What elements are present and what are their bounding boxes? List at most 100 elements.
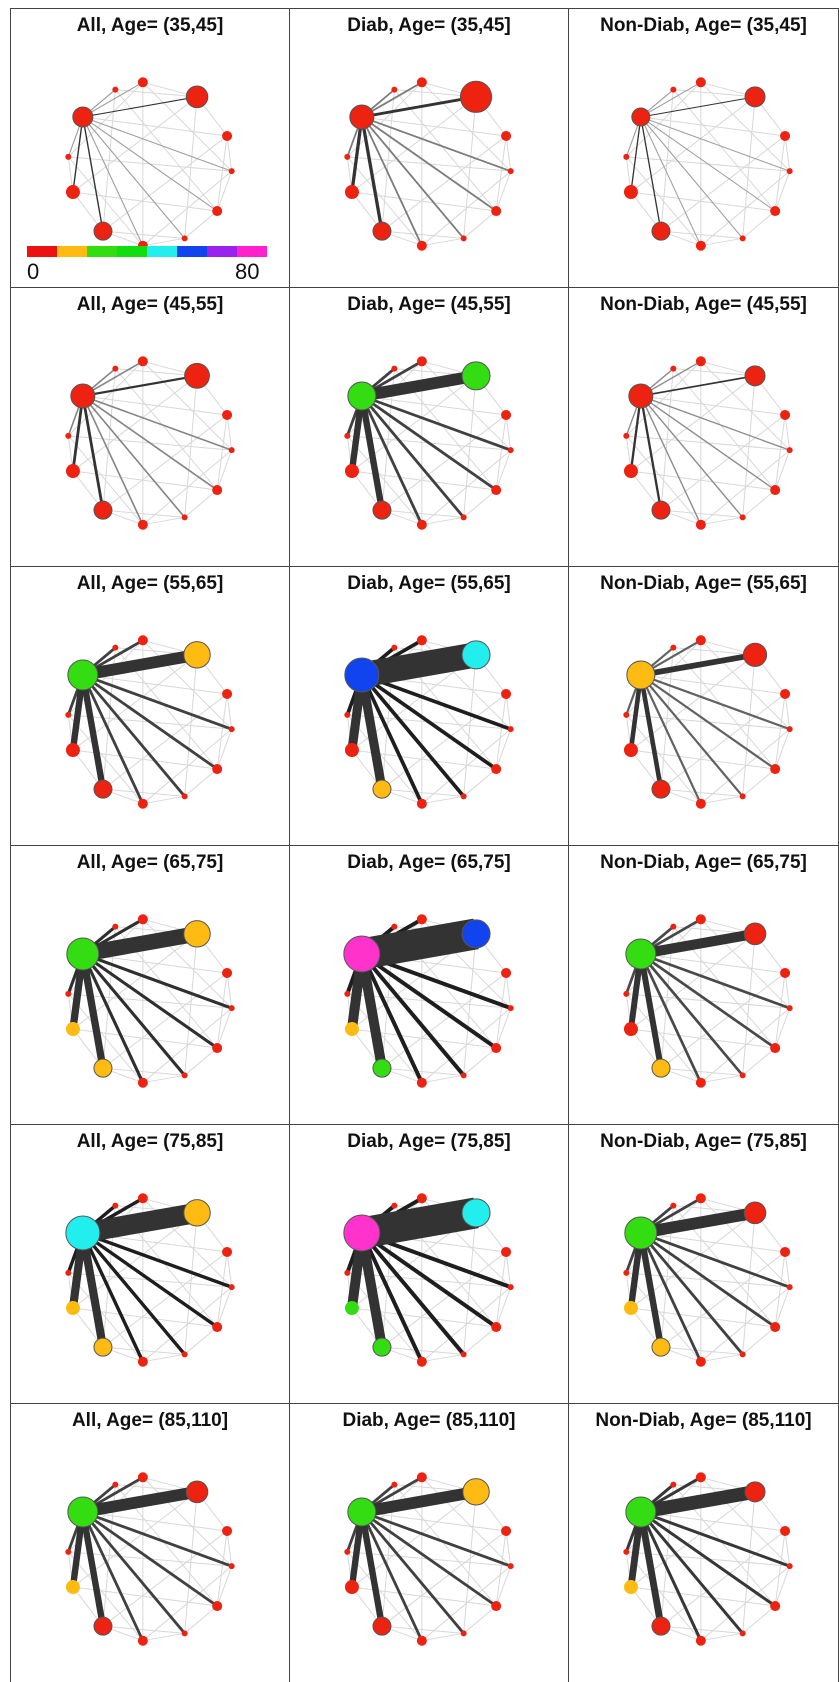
weak-edge [774, 693, 786, 770]
network-node [416, 914, 427, 925]
weak-edge [142, 1007, 233, 1084]
network-node [623, 1301, 638, 1316]
network-node [460, 1630, 467, 1637]
hub-edge [82, 395, 218, 491]
weak-edge [784, 414, 791, 451]
network-node [137, 77, 148, 88]
weak-edge [660, 135, 786, 232]
network-node [347, 381, 377, 411]
network-node [695, 356, 706, 367]
main-edge [81, 1486, 199, 1518]
network-node [67, 1496, 99, 1528]
network-node [623, 1269, 630, 1276]
weak-edge [495, 1251, 507, 1328]
hub-edge [82, 1510, 233, 1568]
weak-edge [381, 135, 507, 232]
hub-edge [82, 116, 144, 246]
network-node [670, 644, 677, 651]
legend-color-swatch [27, 246, 57, 257]
hub-edge [361, 116, 465, 239]
panel-title: Diab, Age= (65,75] [347, 852, 511, 873]
network-node [137, 519, 148, 530]
main-edge [640, 374, 756, 397]
hub-edge [360, 952, 466, 1077]
weak-edge [216, 1565, 233, 1607]
network-node [780, 409, 791, 420]
network-node [507, 447, 514, 454]
network-panel: All, Age= (45,55] [10, 287, 289, 566]
weak-edge [774, 1565, 791, 1607]
network-node [228, 726, 235, 733]
network-node [491, 1322, 502, 1333]
network-graph [623, 356, 793, 530]
network-panel: Diab, Age= (35,45] [289, 8, 568, 287]
network-node [181, 1351, 188, 1358]
network-node [695, 1635, 706, 1646]
hub-edge [81, 1231, 186, 1356]
network-node [212, 764, 223, 775]
weak-edge [216, 1007, 233, 1049]
hub-edge [640, 116, 790, 172]
weak-edge [495, 1530, 507, 1607]
hub-edge [82, 952, 233, 1010]
main-edge [361, 95, 477, 119]
weak-edge [361, 1511, 507, 1532]
network-node [670, 86, 677, 93]
network-node [372, 1337, 392, 1357]
weak-edge [774, 135, 786, 212]
weak-edge [700, 728, 791, 805]
network-node [507, 726, 514, 733]
hub-edge [360, 673, 466, 798]
network-node [183, 1199, 211, 1227]
weak-edge [102, 1530, 228, 1627]
network-graph [344, 356, 514, 530]
weak-edge [216, 170, 233, 212]
network-node [739, 793, 746, 800]
network-node [651, 500, 671, 520]
network-node [770, 485, 781, 496]
weak-edge [421, 1476, 512, 1567]
weak-edge [640, 1511, 786, 1532]
weak-edge [381, 509, 464, 518]
network-node [780, 1246, 791, 1257]
weak-edge [660, 693, 786, 790]
network-node [222, 967, 233, 978]
network-panel: Non-Diab, Age= (85,110] [568, 1403, 839, 1682]
weak-edge [640, 674, 786, 695]
network-node [212, 1322, 223, 1333]
legend-color-swatch [207, 246, 237, 257]
weak-edge [463, 1047, 497, 1076]
legend-min-label: 0 [27, 259, 40, 284]
weak-edge [421, 1074, 464, 1084]
network-node [347, 1497, 377, 1527]
panel-title: Diab, Age= (45,55] [347, 294, 511, 315]
panel-title: All, Age= (45,55] [76, 294, 224, 315]
network-node [65, 153, 72, 160]
weak-edge [742, 768, 776, 797]
hub-edge [81, 674, 145, 805]
weak-edge [216, 1530, 228, 1607]
panel-title: Diab, Age= (35,45] [347, 15, 511, 36]
network-node [70, 383, 96, 409]
network-node [460, 514, 467, 521]
network-panel: Diab, Age= (65,75] [289, 845, 568, 1124]
weak-edge [784, 135, 791, 172]
network-node [623, 185, 638, 200]
weak-edge [216, 414, 228, 491]
weak-edge [142, 1353, 185, 1363]
hub-edge [640, 673, 791, 731]
weak-edge [700, 1353, 743, 1363]
network-node [372, 221, 392, 241]
network-node [65, 1022, 80, 1037]
panel-title: Diab, Age= (75,85] [347, 1131, 511, 1152]
weak-edge [660, 1625, 743, 1634]
network-node [491, 1043, 502, 1054]
weak-edge [774, 170, 791, 212]
network-node [416, 519, 427, 530]
weak-edge [660, 1067, 743, 1076]
weak-edge [184, 1326, 218, 1355]
network-node [66, 937, 100, 971]
weak-edge [142, 449, 233, 526]
hub-edge [640, 395, 744, 518]
network-node [344, 1548, 351, 1555]
